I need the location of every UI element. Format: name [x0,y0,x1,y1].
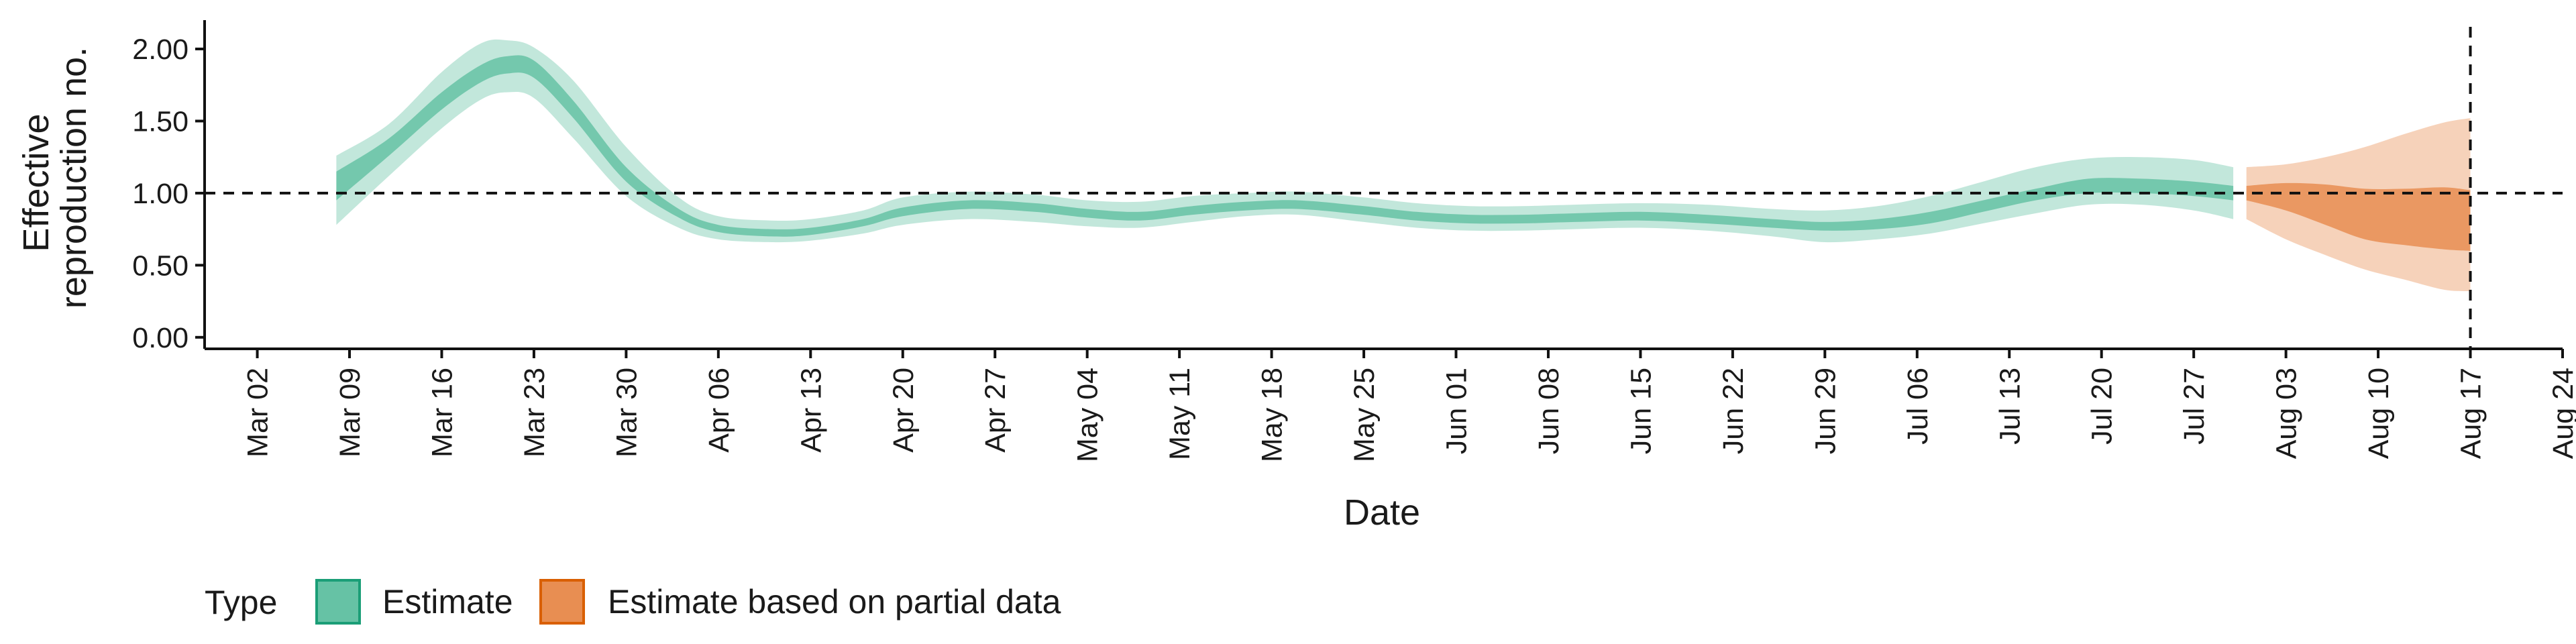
y-axis-title-line-2: reproduction no. [54,47,94,309]
x-tick-label: Mar 09 [334,368,366,458]
series-partial-inner-band [2246,182,2471,251]
x-tick-label: Mar 30 [610,368,643,458]
x-tick-label: Jul 20 [2086,368,2118,445]
y-tick-label: 2.00 [132,34,189,66]
legend-title: Type [205,584,277,621]
x-tick-label: May 25 [1348,368,1381,462]
x-tick-label: Apr 13 [795,368,827,453]
legend-swatch-estimate [315,579,361,625]
y-tick-label: 1.50 [132,105,189,138]
x-axis-title: Date [1344,492,1420,533]
y-tick-label: 0.00 [132,322,189,354]
legend: Type Estimate Estimate based on partial … [205,579,1061,625]
x-tick-label: May 04 [1072,368,1104,462]
axis-layer: 0.00 0.50 1.00 1.50 2.00 Mar 02 Mar 09 Mar 16 Ma… [132,20,2576,462]
x-tick-label: Aug 03 [2271,368,2303,459]
x-tick-label: Jun 01 [1441,368,1473,454]
legend-label-estimate: Estimate [382,583,513,621]
x-tick-label: Jun 08 [1533,368,1565,454]
x-tick-label: Aug 10 [2363,368,2395,459]
x-tick-label: Jul 06 [1902,368,1934,445]
x-tick-label: Jun 22 [1717,368,1750,454]
x-tick-label: Aug 17 [2455,368,2487,459]
x-tick-label: Aug 24 [2547,368,2576,459]
x-tick-label: Mar 02 [242,368,274,458]
x-tick-label: Mar 16 [427,368,459,458]
reference-layer [205,27,2563,350]
x-tick-label: Apr 27 [979,368,1012,453]
x-tick-label: Jul 13 [1994,368,2026,445]
legend-swatch-partial [539,579,585,625]
y-axis-title: Effective reproduction no. [16,47,94,309]
x-tick-label: Jun 15 [1625,368,1657,454]
x-tick-label: Apr 06 [703,368,735,453]
x-tick-label: Jul 27 [2178,368,2210,445]
legend-label-partial: Estimate based on partial data [608,583,1061,621]
x-tick-label: May 18 [1256,368,1289,462]
inner-band-layer [336,55,2471,251]
x-tick-label: Apr 20 [888,368,920,453]
x-tick-label: May 11 [1164,368,1196,460]
x-tick-label: Mar 23 [519,368,551,458]
y-tick-label: 0.50 [132,250,189,282]
y-tick-label: 1.00 [132,178,189,210]
x-tick-label: Jun 29 [1809,368,1841,454]
series-estimate-inner-band [336,55,2234,237]
y-axis-title-line-1: Effective [16,113,56,252]
outer-band-layer [336,39,2471,291]
